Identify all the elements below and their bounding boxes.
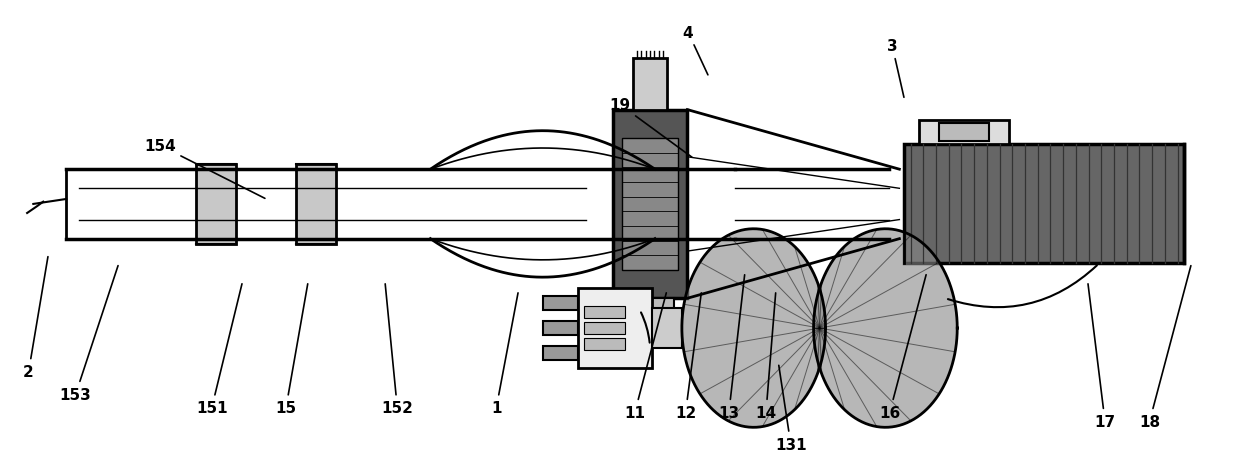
- Text: 3: 3: [887, 39, 904, 98]
- Bar: [622, 139, 678, 270]
- Text: 11: 11: [625, 293, 666, 420]
- Bar: [295, 165, 336, 244]
- Text: 2: 2: [24, 257, 48, 379]
- Bar: [626, 298, 675, 346]
- Bar: [652, 308, 682, 348]
- Text: 14: 14: [755, 293, 776, 420]
- Bar: [939, 124, 990, 142]
- Text: 17: 17: [1087, 284, 1116, 429]
- Bar: [543, 296, 578, 311]
- Text: 154: 154: [144, 138, 265, 199]
- Bar: [543, 321, 578, 335]
- Bar: [613, 111, 687, 298]
- Bar: [584, 307, 625, 318]
- Bar: [584, 339, 625, 350]
- Text: 131: 131: [775, 365, 806, 451]
- Polygon shape: [682, 229, 826, 427]
- Text: 1: 1: [491, 293, 518, 415]
- Bar: [543, 346, 578, 360]
- Text: 4: 4: [683, 25, 708, 76]
- Bar: [196, 165, 236, 244]
- Text: 13: 13: [718, 275, 745, 420]
- Bar: [904, 145, 1184, 264]
- Text: 152: 152: [382, 284, 413, 415]
- Bar: [584, 323, 625, 334]
- Text: 15: 15: [275, 284, 308, 415]
- Text: 16: 16: [879, 275, 926, 420]
- Text: 19: 19: [609, 98, 692, 158]
- Bar: [634, 59, 667, 111]
- Text: 153: 153: [60, 266, 118, 402]
- Text: 12: 12: [675, 293, 702, 420]
- Text: 151: 151: [196, 284, 242, 415]
- Text: 18: 18: [1140, 266, 1190, 429]
- Bar: [578, 288, 652, 368]
- Bar: [919, 120, 1009, 145]
- Polygon shape: [813, 229, 957, 427]
